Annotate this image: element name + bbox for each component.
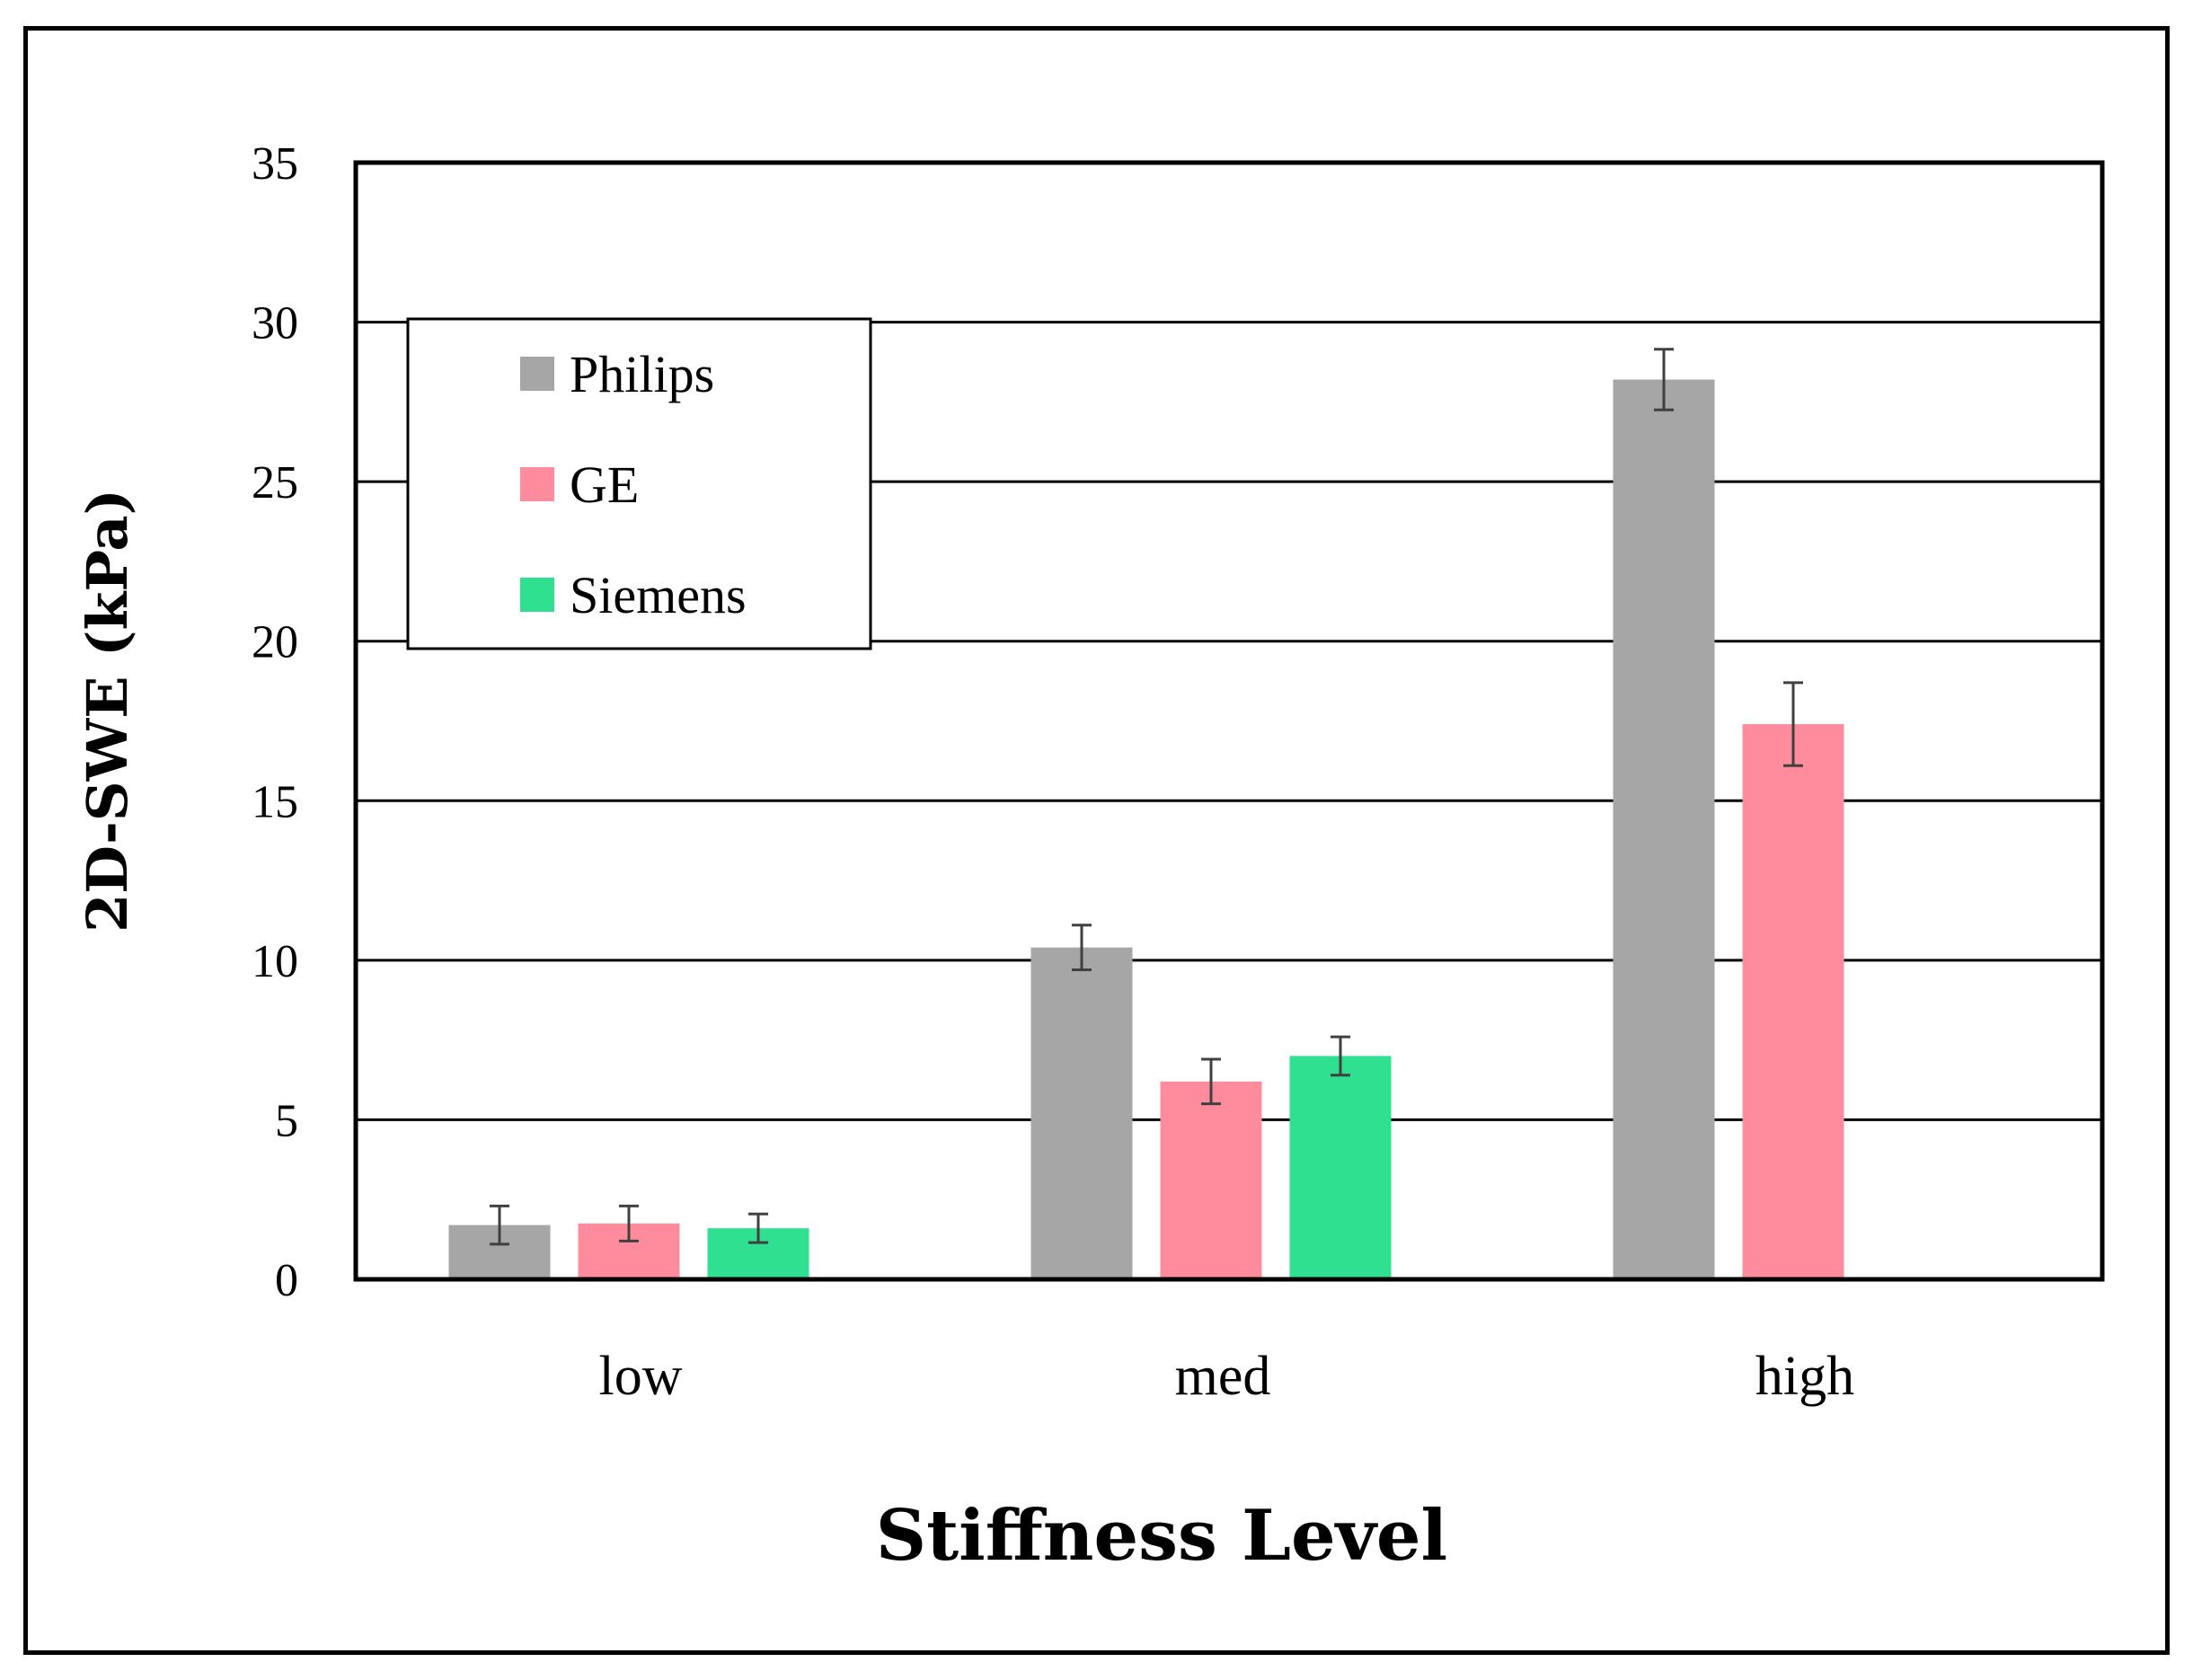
legend-label-ge: GE — [570, 455, 639, 514]
bar-ge-med — [1160, 1081, 1262, 1279]
error-bar-siemens-med — [1331, 1035, 1350, 1077]
y-axis-ticks: 0 5 10 15 20 25 30 35 — [252, 138, 298, 1306]
bars — [448, 379, 1844, 1279]
legend-label-philips: Philips — [570, 345, 714, 403]
y-tick-label: 25 — [252, 457, 298, 508]
error-bars — [490, 348, 1803, 1246]
bar-ge-high — [1742, 724, 1844, 1279]
error-bar-ge-med — [1201, 1057, 1221, 1106]
error-bar-philips-low — [490, 1204, 509, 1246]
error-bar-philips-high — [1654, 348, 1674, 411]
y-tick-label: 5 — [275, 1095, 298, 1146]
x-tick-label: low — [599, 1346, 683, 1407]
error-bar-ge-low — [619, 1204, 639, 1242]
y-tick-label: 0 — [275, 1255, 298, 1306]
legend-swatch-siemens — [520, 578, 554, 612]
x-tick-label: high — [1755, 1346, 1854, 1407]
bar-philips-med — [1030, 947, 1133, 1279]
x-tick-label: med — [1175, 1346, 1271, 1407]
y-tick-label: 20 — [252, 617, 298, 668]
y-tick-label: 10 — [252, 936, 298, 987]
y-axis-title: 2D-SWE (kPa) — [75, 489, 140, 933]
error-bar-philips-med — [1072, 924, 1092, 972]
bar-siemens-med — [1289, 1056, 1392, 1279]
legend-label-siemens: Siemens — [570, 566, 747, 624]
bar-philips-high — [1613, 379, 1715, 1279]
legend: Philips GE Siemens — [406, 317, 872, 650]
y-tick-label: 35 — [252, 138, 298, 190]
plot-area-border — [353, 160, 2105, 1282]
x-axis-ticks: low med high — [599, 1346, 1855, 1407]
y-tick-label: 15 — [252, 776, 298, 827]
legend-box — [406, 317, 872, 650]
legend-swatch-ge — [520, 467, 554, 501]
legend-swatch-philips — [520, 357, 554, 391]
error-bar-siemens-low — [748, 1212, 768, 1244]
y-tick-label: 30 — [252, 298, 298, 349]
x-axis-title: Stiffness Level — [876, 1495, 1447, 1577]
error-bar-ge-high — [1783, 681, 1803, 767]
